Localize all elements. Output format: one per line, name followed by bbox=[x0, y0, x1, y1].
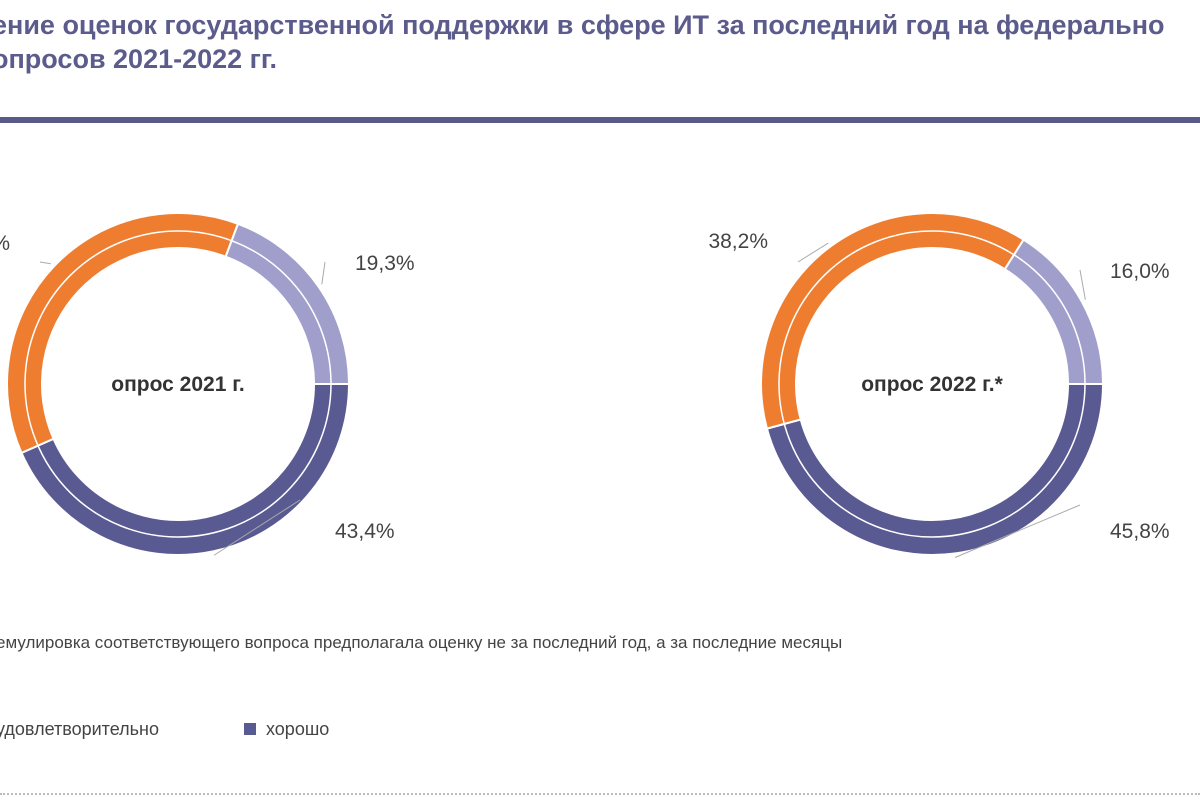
legend-label: удовлетворительно bbox=[0, 719, 159, 739]
slice-label: 16,0% bbox=[1110, 260, 1170, 283]
slice-label: 38,2% bbox=[708, 230, 768, 253]
slice-label: 19,3% bbox=[355, 252, 415, 275]
leader-line bbox=[321, 261, 326, 285]
leader-line bbox=[213, 499, 301, 556]
inner-ring-line bbox=[24, 230, 332, 538]
donut-slice-0-0 bbox=[20, 383, 351, 556]
legend-item-good: хорошо bbox=[244, 719, 329, 740]
donut-slice-0-2 bbox=[224, 222, 351, 385]
slice-label: % bbox=[0, 232, 10, 255]
leader-line bbox=[797, 242, 829, 263]
leader-line bbox=[1079, 269, 1086, 300]
donut-center-label: опрос 2022 г.* bbox=[861, 373, 1003, 396]
donut-slice-0-1 bbox=[6, 212, 240, 455]
donut-slice-1-2 bbox=[1003, 238, 1105, 385]
leader-line bbox=[954, 504, 1081, 558]
legend-swatch bbox=[244, 723, 256, 735]
inner-ring-line bbox=[778, 230, 1086, 538]
legend-item-satisfactory: удовлетворительно bbox=[0, 719, 159, 740]
chart-title-line2: опросов 2021-2022 гг. bbox=[0, 44, 277, 74]
donut-slice-1-1 bbox=[760, 211, 1026, 430]
dotted-divider bbox=[0, 793, 1200, 795]
chart-title-line1: ение оценок государственной поддержки в … bbox=[0, 10, 1165, 40]
slice-label: 45,8% bbox=[1110, 520, 1170, 543]
title-divider bbox=[0, 117, 1200, 123]
legend-label: хорошо bbox=[266, 719, 330, 739]
footnote: емулировка соответствующего вопроса пред… bbox=[0, 633, 843, 652]
donut-slice-1-0 bbox=[765, 383, 1105, 556]
slice-label: 43,4% bbox=[335, 520, 395, 543]
leader-line bbox=[39, 261, 51, 265]
donut-center-label: опрос 2021 г. bbox=[111, 373, 244, 396]
